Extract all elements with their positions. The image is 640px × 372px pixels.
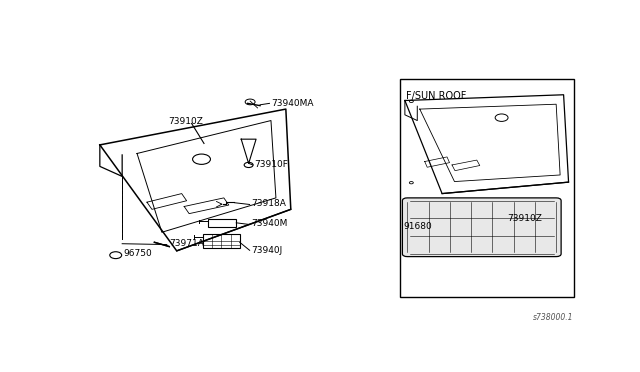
Text: 91680: 91680 — [403, 222, 432, 231]
Text: 73940MA: 73940MA — [271, 99, 314, 108]
Bar — [208, 219, 236, 227]
Text: 73940M: 73940M — [251, 219, 287, 228]
Text: 96750: 96750 — [124, 249, 152, 258]
Text: 73910Z: 73910Z — [168, 118, 203, 126]
Text: 73910Z: 73910Z — [508, 214, 543, 223]
Text: 73971A: 73971A — [169, 239, 204, 248]
Text: F/SUN ROOF: F/SUN ROOF — [406, 91, 467, 101]
Text: 73918A: 73918A — [251, 199, 286, 208]
Text: 73940J: 73940J — [251, 246, 282, 255]
FancyBboxPatch shape — [403, 198, 561, 257]
Bar — [400, 79, 573, 297]
Bar — [203, 234, 240, 248]
Text: 73910F: 73910F — [255, 160, 289, 169]
Text: s738000.1: s738000.1 — [533, 314, 573, 323]
